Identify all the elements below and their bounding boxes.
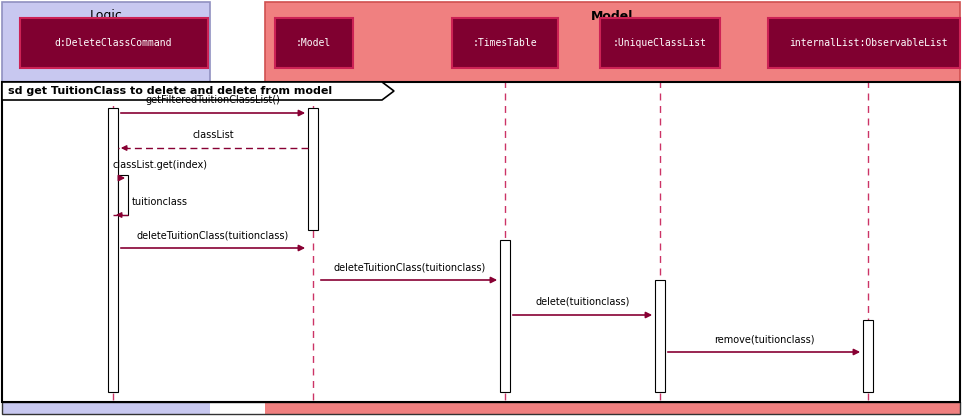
- Bar: [275, 18, 353, 68]
- Text: :TimesTable: :TimesTable: [473, 38, 538, 48]
- Text: getFilteredTuitionClassList(): getFilteredTuitionClassList(): [146, 95, 281, 105]
- Text: internalList:ObservableList: internalList:ObservableList: [788, 38, 948, 48]
- Bar: [20, 18, 208, 68]
- Text: :UniqueClassList: :UniqueClassList: [613, 38, 707, 48]
- Text: :Model: :Model: [295, 38, 331, 48]
- Bar: [2, 402, 210, 414]
- Bar: [265, 2, 960, 82]
- Bar: [863, 320, 873, 392]
- Bar: [768, 18, 960, 68]
- Bar: [452, 18, 558, 68]
- Bar: [500, 240, 510, 392]
- Bar: [2, 2, 210, 82]
- Bar: [108, 108, 118, 392]
- Text: d:DeleteClassCommand: d:DeleteClassCommand: [54, 38, 172, 48]
- Text: classList: classList: [192, 130, 234, 140]
- Text: sd get TuitionClass to delete and delete from model: sd get TuitionClass to delete and delete…: [8, 86, 332, 96]
- Text: deleteTuitionClass(tuitionclass): deleteTuitionClass(tuitionclass): [334, 262, 486, 272]
- Bar: [118, 175, 128, 215]
- Bar: [308, 108, 318, 230]
- Bar: [2, 82, 960, 402]
- Polygon shape: [2, 82, 394, 100]
- Bar: [655, 280, 665, 392]
- Text: remove(tuitionclass): remove(tuitionclass): [714, 334, 814, 344]
- Text: classList.get(index): classList.get(index): [113, 160, 207, 170]
- Text: tuitionclass: tuitionclass: [132, 197, 188, 207]
- Text: Logic: Logic: [90, 10, 123, 23]
- Text: Model: Model: [592, 10, 634, 23]
- Bar: [265, 402, 960, 414]
- Bar: [600, 18, 720, 68]
- Text: delete(tuitionclass): delete(tuitionclass): [536, 297, 630, 307]
- Text: deleteTuitionClass(tuitionclass): deleteTuitionClass(tuitionclass): [137, 230, 290, 240]
- Bar: [2, 402, 960, 414]
